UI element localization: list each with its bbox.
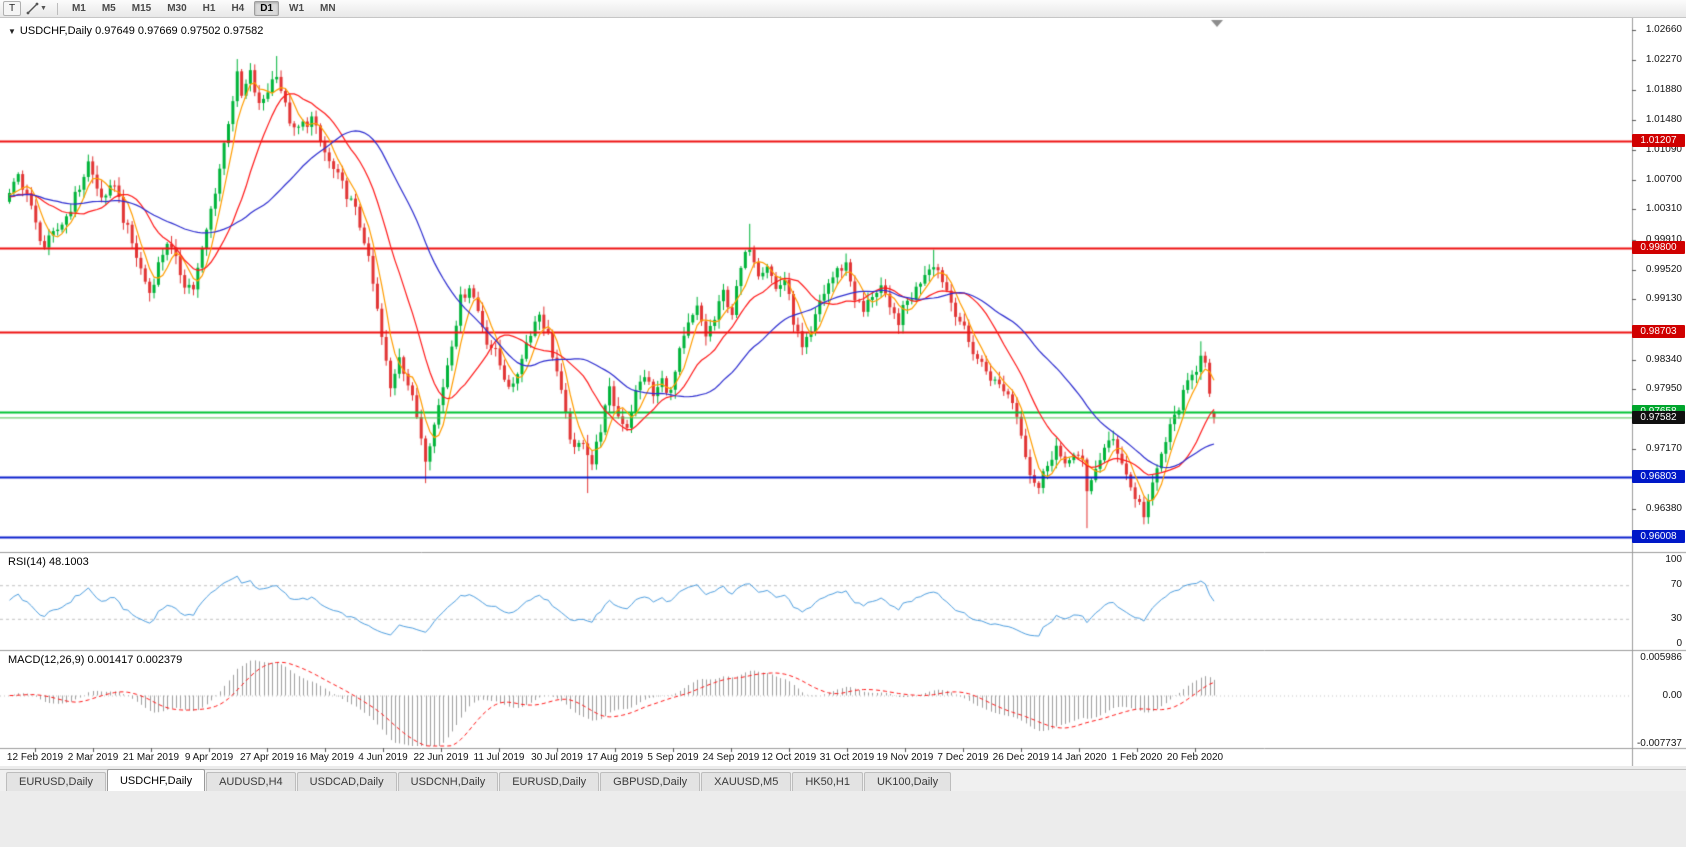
x-axis-label: 17 Aug 2019 xyxy=(586,752,644,763)
y-axis-tick: 0.98340 xyxy=(1645,353,1682,365)
timeframe-button-h4[interactable]: H4 xyxy=(231,3,245,14)
y-axis-tick: 1.01090 xyxy=(1645,143,1682,155)
x-axis-label: 5 Sep 2019 xyxy=(647,752,699,763)
x-axis-label: 21 Mar 2019 xyxy=(122,752,180,763)
templates-button[interactable]: T xyxy=(3,1,21,16)
chart-region: ▼ USDCHF,Daily 0.97649 0.97669 0.97502 0… xyxy=(0,18,1686,766)
x-axis-label: 12 Oct 2019 xyxy=(761,752,817,763)
rsi-label: RSI(14) 48.1003 xyxy=(8,556,89,568)
chart-title: ▼ USDCHF,Daily 0.97649 0.97669 0.97502 0… xyxy=(8,25,263,37)
y-axis-tick: 0.96380 xyxy=(1645,503,1682,515)
hline-price-label: 0.99800 xyxy=(1632,241,1685,255)
chart-tab-9[interactable]: UK100,Daily xyxy=(863,772,952,791)
timeframe-button-d1[interactable]: D1 xyxy=(254,1,280,16)
rsi-axis-tick: 0 xyxy=(1676,638,1682,649)
chart-tab-5[interactable]: EURUSD,Daily xyxy=(499,772,600,791)
y-axis-tick: 0.97170 xyxy=(1645,442,1682,454)
symbol-dropdown-icon[interactable]: ▼ xyxy=(8,26,16,36)
x-axis-label: 14 Jan 2020 xyxy=(1051,752,1107,763)
x-axis-label: 7 Dec 2019 xyxy=(937,752,989,763)
hline-price-label: 0.96803 xyxy=(1632,469,1685,483)
timeframe-button-m1[interactable]: M1 xyxy=(71,3,86,14)
dropdown-arrow-icon: ▼ xyxy=(40,5,47,12)
hline-price-label: 0.96008 xyxy=(1632,530,1685,544)
timeframe-button-group: M1 M5 M15 M30 H1 H4 D1 W1 MN xyxy=(64,1,344,16)
x-axis-label: 19 Nov 2019 xyxy=(876,752,934,763)
rsi-axis-tick: 70 xyxy=(1670,579,1682,591)
chart-tab-8[interactable]: HK50,H1 xyxy=(792,772,863,791)
current-price-label: 0.97582 xyxy=(1632,411,1685,425)
x-axis-label: 31 Oct 2019 xyxy=(819,752,875,763)
x-axis-label: 2 Mar 2019 xyxy=(67,752,119,763)
x-axis-label: 22 Jun 2019 xyxy=(413,752,469,763)
x-axis-label: 27 Apr 2019 xyxy=(240,752,294,763)
chart-ohlc-text: USDCHF,Daily 0.97649 0.97669 0.97502 0.9… xyxy=(19,25,264,37)
timeframe-button-m30[interactable]: M30 xyxy=(167,3,187,14)
x-axis-label: 9 Apr 2019 xyxy=(184,752,234,763)
x-axis-label: 1 Feb 2020 xyxy=(1111,752,1163,763)
chart-tab-6[interactable]: GBPUSD,Daily xyxy=(600,772,701,791)
toolbar-separator xyxy=(56,2,58,15)
y-axis-tick: 1.00310 xyxy=(1645,203,1682,215)
x-axis-label: 11 Jul 2019 xyxy=(473,752,525,763)
chart-tab-2[interactable]: AUDUSD,H4 xyxy=(206,772,296,791)
y-axis-tick: 0.99520 xyxy=(1645,263,1682,275)
x-axis-label: 30 Jul 2019 xyxy=(531,752,583,763)
top-toolbar: T ▼ M1 M5 M15 M30 H1 H4 D1 W1 MN xyxy=(0,0,1686,18)
timeframe-button-w1[interactable]: W1 xyxy=(289,3,305,14)
price-chart-canvas[interactable] xyxy=(0,18,1686,766)
y-axis-tick: 0.99130 xyxy=(1645,293,1682,305)
timeframe-button-h1[interactable]: H1 xyxy=(202,3,216,14)
chart-tab-1[interactable]: USDCHF,Daily xyxy=(106,769,206,791)
y-axis-tick: 1.00700 xyxy=(1645,173,1682,185)
macd-axis-tick: 0.00 xyxy=(1662,689,1682,701)
hline-price-label: 1.01207 xyxy=(1632,133,1685,147)
rsi-axis-tick: 30 xyxy=(1670,612,1682,624)
y-axis-tick: 1.01480 xyxy=(1645,114,1682,126)
rsi-axis-tick: 100 xyxy=(1665,554,1682,565)
y-axis-tick: 1.02270 xyxy=(1645,53,1682,65)
chart-tab-0[interactable]: EURUSD,Daily xyxy=(6,772,106,791)
chart-tab-3[interactable]: USDCAD,Daily xyxy=(296,772,397,791)
line-tool-icon xyxy=(26,2,39,15)
timeframe-button-mn[interactable]: MN xyxy=(320,3,336,14)
chart-tab-7[interactable]: XAUUSD,M5 xyxy=(701,772,792,791)
crosshair-tool-button[interactable]: ▼ xyxy=(24,1,49,16)
y-axis-tick: 1.01880 xyxy=(1645,83,1682,95)
timeframe-button-m5[interactable]: M5 xyxy=(101,3,116,14)
x-axis-label: 16 May 2019 xyxy=(296,752,354,763)
macd-label: MACD(12,26,9) 0.001417 0.002379 xyxy=(8,654,183,666)
x-axis-label: 4 Jun 2019 xyxy=(358,752,408,763)
x-axis-label: 26 Dec 2019 xyxy=(992,752,1050,763)
chart-tabs-bar: EURUSD,Daily USDCHF,Daily AUDUSD,H4 USDCAD,… xyxy=(0,769,1686,791)
y-axis-tick: 1.02660 xyxy=(1645,24,1682,36)
chart-tab-4[interactable]: USDCNH,Daily xyxy=(397,772,499,791)
timeframe-button-m15[interactable]: M15 xyxy=(131,3,152,14)
macd-axis-tick: 0.005986 xyxy=(1640,652,1682,663)
y-axis-tick: 0.99910 xyxy=(1645,233,1682,245)
macd-axis-tick: -0.007737 xyxy=(1636,738,1682,749)
hline-price-label: 0.98703 xyxy=(1632,324,1685,338)
x-axis-label: 12 Feb 2019 xyxy=(6,752,64,763)
x-axis-label: 20 Feb 2020 xyxy=(1166,752,1224,763)
y-axis-tick: 0.97950 xyxy=(1645,383,1682,395)
x-axis-label: 24 Sep 2019 xyxy=(702,752,760,763)
